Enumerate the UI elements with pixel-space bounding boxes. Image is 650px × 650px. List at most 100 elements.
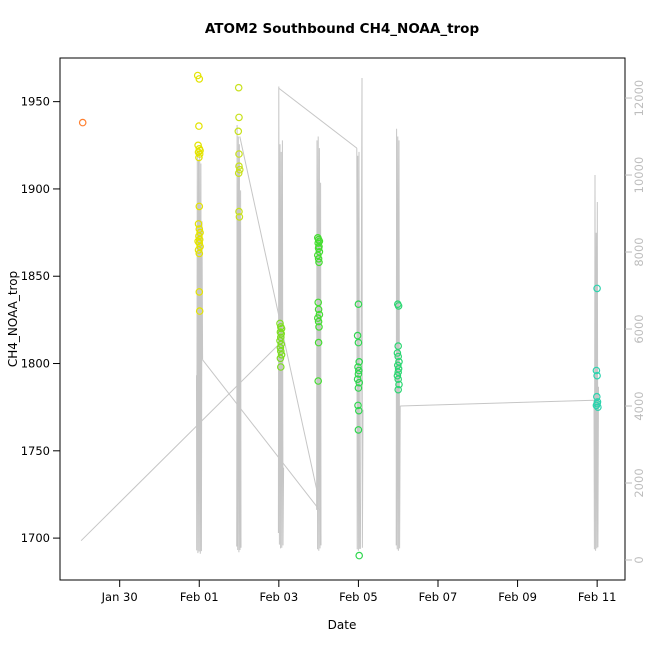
data-point	[196, 146, 204, 155]
data-point	[394, 302, 403, 310]
data-point	[235, 162, 243, 171]
y-tick-label-right: 2000	[632, 468, 646, 497]
data-point	[313, 314, 322, 322]
data-point	[235, 113, 243, 122]
data-point	[234, 83, 243, 92]
data-point	[195, 122, 203, 130]
altitude-trace	[80, 77, 599, 554]
data-point	[594, 403, 602, 412]
data-point	[315, 248, 324, 256]
data-point	[276, 336, 284, 345]
ch4-points	[78, 71, 602, 560]
plot-box	[59, 57, 626, 581]
data-point	[354, 338, 363, 347]
data-point	[354, 366, 363, 375]
plot-content: Jan 30 Feb 01 Feb 03 Feb 05 Feb 07 Feb 09 Feb …	[21, 57, 646, 604]
data-point	[196, 242, 204, 251]
data-point	[354, 384, 363, 392]
data-point	[195, 153, 203, 162]
data-point	[195, 202, 204, 211]
y-tick-label-right: 0	[632, 556, 646, 563]
y-tick-label-left: 1950	[21, 95, 50, 109]
series-feb-03	[276, 319, 286, 371]
x-tick-label: Feb 01	[180, 590, 219, 604]
data-point	[276, 319, 284, 328]
x-axis: Jan 30 Feb 01 Feb 03 Feb 05 Feb 07 Feb 09 Feb …	[101, 580, 616, 604]
data-point	[394, 364, 403, 373]
data-point	[315, 237, 324, 246]
data-point	[276, 354, 285, 363]
data-point	[313, 251, 322, 260]
data-point	[194, 148, 203, 157]
data-point	[395, 357, 403, 366]
data-point	[592, 401, 601, 410]
y-tick-label-right: 6000	[632, 314, 646, 343]
data-point	[355, 378, 364, 387]
y-tick-label-right: 12000	[632, 80, 646, 117]
y-tick-label-right: 10000	[632, 157, 646, 194]
altitude-trace-segment	[316, 136, 322, 551]
data-point	[393, 349, 402, 357]
data-point	[194, 246, 203, 254]
altitude-trace-segment	[202, 359, 320, 511]
data-point	[235, 150, 243, 158]
chart-title: ATOM2 Southbound CH4_NOAA_trop	[205, 21, 480, 37]
x-axis-title: Date	[328, 618, 357, 632]
data-point	[592, 392, 601, 401]
data-point	[353, 375, 362, 384]
altitude-trace-segment	[395, 128, 401, 551]
altitude-trace-segment	[80, 344, 280, 542]
y-axis-left: 1700 1750 1800 1850 1900 1950	[21, 95, 60, 545]
data-point	[354, 300, 363, 309]
data-point	[195, 225, 204, 233]
data-point	[353, 331, 362, 340]
y-axis-right: 0 2000 4000 6000 8000 10000 12000	[625, 80, 646, 564]
data-point	[195, 232, 203, 240]
data-point	[195, 75, 204, 83]
y-tick-label-right: 8000	[632, 237, 646, 266]
data-point	[394, 352, 403, 361]
data-point	[235, 207, 243, 216]
data-point	[277, 350, 286, 359]
data-point	[314, 254, 323, 263]
data-point	[276, 333, 285, 342]
data-point	[314, 377, 323, 385]
data-point	[355, 551, 364, 560]
series-feb-04	[313, 234, 324, 385]
data-point	[195, 307, 204, 315]
data-point	[314, 239, 323, 247]
data-point	[277, 340, 286, 349]
data-point	[314, 305, 323, 314]
data-point	[315, 258, 323, 267]
data-point	[394, 375, 403, 384]
data-point	[195, 288, 204, 296]
y-tick-label-left: 1750	[21, 444, 50, 458]
data-point	[315, 310, 324, 319]
data-point	[354, 401, 362, 410]
altitude-trace-segment	[593, 174, 599, 551]
data-point	[394, 368, 403, 377]
data-point	[394, 385, 403, 394]
data-point	[314, 244, 323, 253]
data-point	[593, 371, 601, 380]
data-point	[354, 363, 362, 371]
data-point	[314, 298, 323, 307]
data-point	[277, 329, 286, 338]
series-feb-01	[193, 71, 204, 315]
y-tick-label-left: 1850	[21, 269, 50, 283]
x-tick-label: Feb 05	[339, 590, 378, 604]
data-point	[395, 380, 403, 389]
data-point	[195, 150, 204, 158]
y-tick-label-left: 1900	[21, 182, 50, 196]
data-point	[236, 165, 244, 174]
y-tick-label-right: 4000	[632, 391, 646, 420]
data-point	[593, 284, 601, 293]
data-point	[354, 426, 363, 434]
altitude-trace-segment	[278, 88, 358, 149]
altitude-trace-segment	[236, 124, 242, 553]
altitude-trace-segment	[400, 399, 595, 407]
series-feb-05	[353, 300, 364, 560]
data-point	[393, 371, 402, 380]
